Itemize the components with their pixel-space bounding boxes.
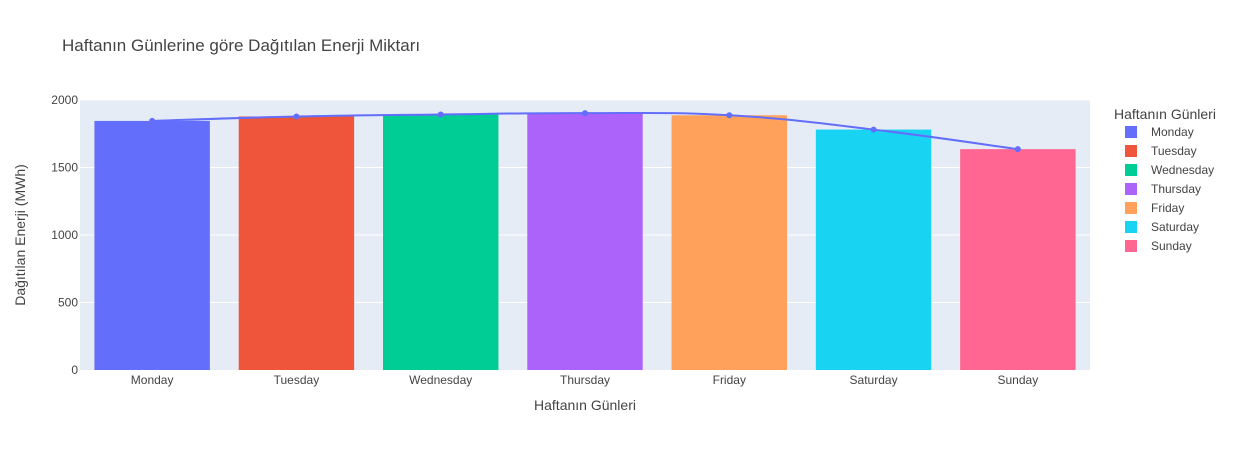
bar-thursday <box>527 113 643 370</box>
line-point-monday <box>149 117 156 124</box>
bar-monday <box>94 120 210 370</box>
y-tick-label: 2000 <box>51 93 78 107</box>
x-tick-label: Saturday <box>850 373 898 387</box>
x-tick-label: Friday <box>713 373 746 387</box>
y-tick-label: 1500 <box>51 161 78 175</box>
legend-swatch-wednesday <box>1125 164 1137 176</box>
line-point-friday <box>726 112 733 119</box>
legend: Haftanın Günleri Monday Tuesday Wednesday T… <box>1114 106 1216 253</box>
y-tick-label: 1000 <box>51 228 78 242</box>
bar-tuesday <box>238 116 355 370</box>
legend-label-sunday: Sunday <box>1151 239 1192 253</box>
line-overlay <box>149 110 1021 153</box>
line-point-tuesday <box>293 113 300 120</box>
legend-swatch-sunday <box>1125 240 1137 252</box>
bar-saturday <box>815 129 932 370</box>
legend-label-tuesday: Tuesday <box>1151 144 1197 158</box>
legend-swatch-tuesday <box>1125 145 1137 157</box>
legend-label-thursday: Thursday <box>1151 182 1201 196</box>
legend-swatch-monday <box>1125 126 1137 138</box>
chart-title: Haftanın Günlerine göre Dağıtılan Enerji… <box>62 36 420 55</box>
bars <box>94 113 1076 370</box>
x-axis-title: Haftanın Günleri <box>534 397 636 413</box>
x-tick-label: Monday <box>131 373 174 387</box>
legend-label-saturday: Saturday <box>1151 220 1199 234</box>
line-point-saturday <box>870 126 877 133</box>
y-ticks: 0 500 1000 1500 2000 <box>51 93 78 377</box>
x-tick-label: Wednesday <box>409 373 472 387</box>
x-ticks: Monday Tuesday Wednesday Thursday Friday Satu… <box>131 373 1038 387</box>
bar-wednesday <box>383 114 499 370</box>
line-point-wednesday <box>437 111 444 118</box>
legend-swatch-saturday <box>1125 221 1137 233</box>
legend-label-wednesday: Wednesday <box>1151 163 1214 177</box>
legend-label-monday: Monday <box>1151 125 1194 139</box>
line-point-thursday <box>582 110 588 117</box>
x-tick-label: Sunday <box>998 373 1039 387</box>
y-tick-label: 0 <box>71 363 78 377</box>
legend-title: Haftanın Günleri <box>1114 106 1216 122</box>
y-tick-label: 500 <box>58 296 78 310</box>
x-tick-label: Thursday <box>560 373 610 387</box>
line-point-sunday <box>1014 146 1021 153</box>
bar-friday <box>671 115 787 370</box>
x-tick-label: Tuesday <box>274 373 320 387</box>
y-axis-title: Dağıtılan Enerji (MWh) <box>12 164 28 306</box>
legend-swatch-thursday <box>1125 183 1137 195</box>
legend-swatch-friday <box>1125 202 1137 214</box>
legend-label-friday: Friday <box>1151 201 1184 215</box>
bar-sunday <box>960 149 1076 370</box>
